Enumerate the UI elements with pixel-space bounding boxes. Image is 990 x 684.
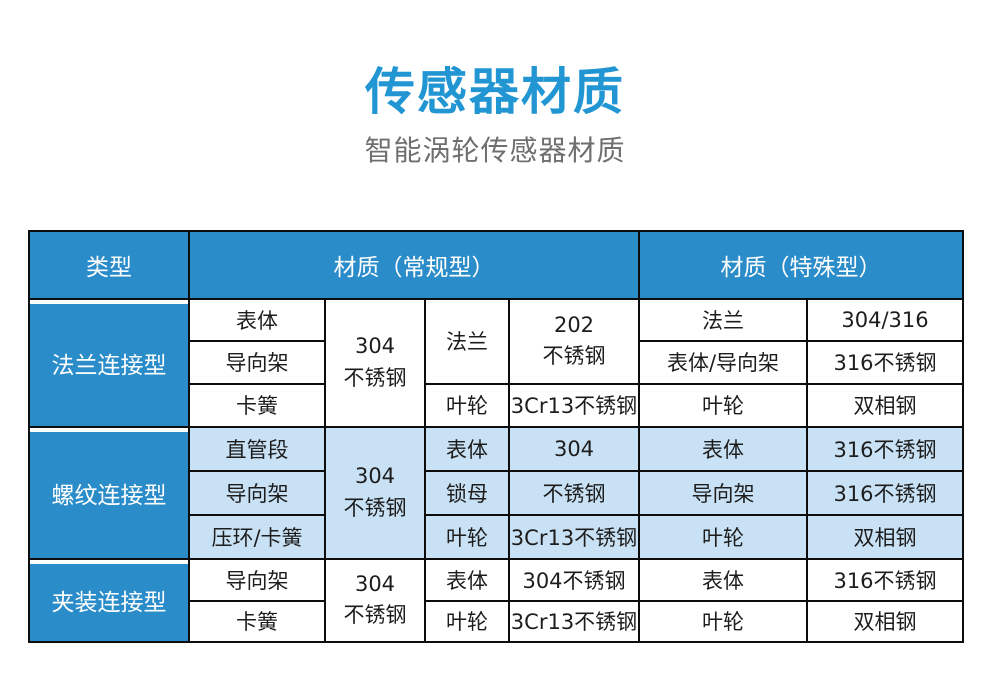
cell-part: 表体 xyxy=(638,425,808,472)
cell-part: 压环/卡簧 xyxy=(188,513,326,560)
cell-material: 双相钢 xyxy=(806,599,964,643)
cell-material: 双相钢 xyxy=(806,382,964,428)
cell-part: 卡簧 xyxy=(188,382,326,428)
cell-part: 叶轮 xyxy=(638,599,808,643)
cell-part: 表体/导向架 xyxy=(638,339,808,385)
cell-part: 叶轮 xyxy=(424,382,510,428)
cell-material: 双相钢 xyxy=(806,513,964,560)
cell-part: 导向架 xyxy=(188,469,326,516)
cell-material: 不锈钢 xyxy=(508,469,640,516)
cell-material: 304 不锈钢 xyxy=(324,425,426,560)
cell-part: 导向架 xyxy=(188,339,326,385)
cell-material: 3Cr13不锈钢 xyxy=(508,382,640,428)
cell-material: 3Cr13不锈钢 xyxy=(508,599,640,643)
cell-material: 202 不锈钢 xyxy=(508,297,640,385)
cell-material: 316不锈钢 xyxy=(806,339,964,385)
cell-material: 316不锈钢 xyxy=(806,469,964,516)
cell-part: 锁母 xyxy=(424,469,510,516)
page-subtitle: 智能涡轮传感器材质 xyxy=(364,134,626,167)
row-group-label: 螺纹连接型 xyxy=(28,425,190,560)
cell-part: 表体 xyxy=(188,297,326,342)
cell-material: 316不锈钢 xyxy=(806,425,964,472)
row-group-label: 夹装连接型 xyxy=(28,557,190,643)
cell-part: 导向架 xyxy=(188,557,326,602)
cell-part: 表体 xyxy=(638,557,808,602)
cell-part: 叶轮 xyxy=(638,382,808,428)
cell-part: 导向架 xyxy=(638,469,808,516)
header-type: 类型 xyxy=(28,229,190,300)
header-material-special: 材质（特殊型） xyxy=(638,229,964,300)
cell-material: 304/316 xyxy=(806,297,964,342)
page-header: 传感器材质 智能涡轮传感器材质 xyxy=(0,0,990,170)
cell-part: 法兰 xyxy=(424,297,510,385)
row-group-label: 法兰连接型 xyxy=(28,297,190,428)
header-material-regular: 材质（常规型） xyxy=(188,229,640,300)
cell-material: 304 不锈钢 xyxy=(324,557,426,643)
cell-material: 304不锈钢 xyxy=(508,557,640,602)
sensor-materials-table: 类型 材质（常规型） 材质（特殊型） 法兰连接型 表体 304 不锈钢 法兰 2… xyxy=(28,229,964,643)
cell-part: 表体 xyxy=(424,557,510,602)
cell-part: 表体 xyxy=(424,425,510,472)
cell-material: 304 xyxy=(508,425,640,472)
cell-part: 直管段 xyxy=(188,425,326,472)
cell-part: 叶轮 xyxy=(424,599,510,643)
cell-part: 卡簧 xyxy=(188,599,326,643)
cell-part: 叶轮 xyxy=(424,513,510,560)
cell-part: 叶轮 xyxy=(638,513,808,560)
page-title: 传感器材质 xyxy=(365,63,625,121)
cell-material: 316不锈钢 xyxy=(806,557,964,602)
cell-material: 3Cr13不锈钢 xyxy=(508,513,640,560)
cell-part: 法兰 xyxy=(638,297,808,342)
cell-material: 304 不锈钢 xyxy=(324,297,426,428)
